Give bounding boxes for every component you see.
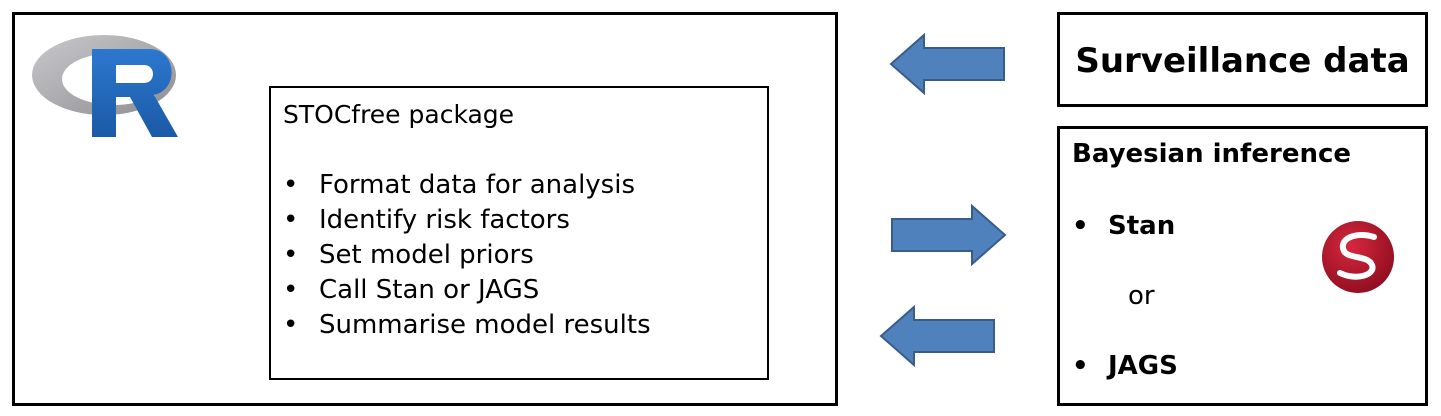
arrow-left-from-surveillance [889,32,1005,96]
list-item: • Format data for analysis [283,168,651,203]
bullet: • [283,310,299,340]
list-item: • Identify risk factors [283,203,651,238]
list-item: • Set model priors [283,238,651,273]
bullet: • [1072,351,1089,381]
surveillance-data-box: Surveillance data [1057,12,1428,107]
r-logo-icon [32,35,178,137]
connector-or: or [1128,281,1155,311]
bayesian-inference-box: Bayesian inference • Stan or • JAGS [1057,126,1428,406]
bullet: • [283,205,299,235]
stan-logo-icon [1322,221,1394,293]
list-item: • Call Stan or JAGS [283,273,651,308]
bayesian-title: Bayesian inference [1072,139,1352,169]
option-jags: • JAGS [1072,351,1178,381]
arrow-left-from-bayesian [879,304,995,368]
list-item: • Summarise model results [283,308,651,343]
option-stan: • Stan [1072,211,1176,241]
package-title: STOCfree package [283,100,515,129]
surveillance-title: Surveillance data [1075,41,1410,81]
bullet: • [283,240,299,270]
stocfree-package-box: STOCfree package • Format data for analys… [269,86,769,380]
bullet: • [283,170,299,200]
arrow-right-to-bayesian [891,203,1007,267]
package-feature-list: • Format data for analysis • Identify risk… [283,168,651,343]
bullet: • [1072,211,1089,241]
bullet: • [283,275,299,305]
r-environment-box: STOCfree package • Format data for analys… [12,12,838,406]
